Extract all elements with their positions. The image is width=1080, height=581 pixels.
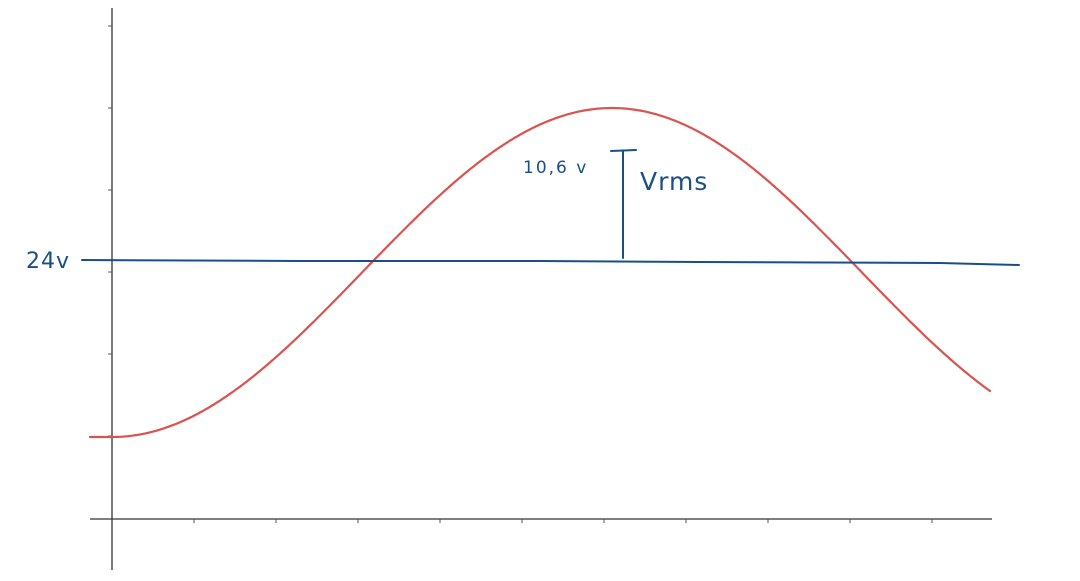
- vrms-label: Vrms: [640, 167, 708, 196]
- amplitude-label: 10,6 v: [523, 158, 588, 178]
- vrms-bracket: [610, 149, 637, 259]
- x-axis-ticks: [193, 519, 933, 523]
- dc-level-label: 24v: [26, 249, 70, 274]
- sine-wave: [88, 106, 992, 439]
- dc-level-line: [81, 259, 1020, 266]
